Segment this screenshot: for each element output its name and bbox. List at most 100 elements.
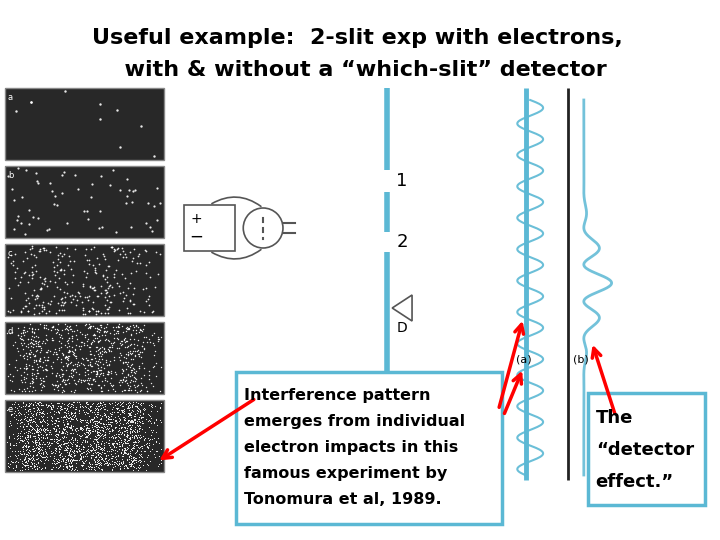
Point [63, 348, 74, 356]
Point [79, 456, 91, 465]
Point [94, 100, 105, 109]
Point [16, 273, 27, 281]
Point [116, 406, 127, 414]
Point [143, 444, 154, 453]
Point [118, 462, 130, 470]
Point [133, 249, 145, 258]
Point [81, 438, 93, 447]
Point [40, 455, 52, 463]
Point [26, 364, 37, 373]
Point [122, 415, 134, 424]
Point [104, 347, 115, 356]
Point [134, 387, 145, 395]
Point [61, 404, 73, 413]
Point [45, 439, 57, 448]
Point [118, 367, 130, 375]
Point [10, 463, 22, 471]
Point [85, 355, 96, 363]
Point [53, 430, 64, 438]
Point [103, 459, 114, 468]
Point [95, 399, 107, 408]
Point [64, 256, 76, 265]
Point [18, 323, 30, 332]
Point [63, 414, 75, 423]
Point [28, 352, 40, 360]
Point [79, 416, 91, 424]
Point [91, 368, 103, 376]
Point [24, 430, 35, 439]
Point [19, 289, 30, 298]
Point [78, 279, 89, 288]
Point [46, 439, 58, 448]
Point [57, 454, 68, 462]
Point [51, 328, 63, 336]
Point [50, 350, 62, 359]
Point [140, 465, 152, 474]
Point [20, 461, 32, 469]
Point [130, 415, 141, 423]
Point [117, 288, 129, 297]
Point [25, 458, 37, 467]
Point [87, 399, 99, 408]
Point [53, 438, 64, 447]
Point [130, 185, 141, 194]
Point [81, 245, 92, 253]
Point [62, 335, 73, 344]
Point [15, 307, 27, 316]
Point [69, 434, 81, 442]
Point [81, 433, 93, 442]
Point [6, 327, 17, 336]
Point [147, 382, 158, 390]
Point [125, 460, 136, 469]
Point [69, 386, 81, 394]
Point [50, 242, 62, 251]
Point [60, 366, 71, 374]
Point [30, 446, 41, 455]
Point [103, 446, 114, 455]
Point [129, 456, 140, 464]
Point [102, 411, 114, 420]
Point [131, 420, 143, 429]
Point [98, 449, 109, 457]
Point [59, 413, 71, 422]
Point [118, 404, 130, 413]
Point [53, 306, 65, 315]
Point [95, 445, 107, 454]
Point [113, 343, 125, 352]
Text: (a): (a) [516, 354, 532, 364]
Point [90, 422, 102, 431]
Point [98, 426, 109, 435]
Point [59, 404, 71, 413]
Point [60, 406, 72, 415]
Point [25, 422, 37, 430]
Point [125, 375, 137, 384]
Point [69, 440, 81, 448]
Point [125, 446, 136, 455]
Point [137, 413, 148, 422]
Point [90, 307, 102, 315]
Point [33, 426, 45, 435]
Point [16, 432, 27, 441]
Point [126, 446, 138, 454]
Point [102, 461, 114, 470]
Point [28, 428, 40, 437]
Point [102, 438, 114, 447]
Point [66, 461, 77, 470]
Point [53, 448, 65, 457]
Point [94, 398, 106, 407]
Point [34, 246, 45, 255]
Point [81, 376, 93, 384]
Point [105, 433, 117, 441]
Point [138, 435, 150, 443]
Point [25, 409, 37, 417]
Point [88, 464, 99, 473]
Point [20, 362, 32, 370]
Point [93, 456, 104, 465]
Point [102, 262, 114, 271]
Point [99, 309, 111, 318]
Point [120, 462, 131, 470]
Point [114, 376, 126, 384]
Point [130, 427, 141, 436]
Point [117, 439, 129, 448]
Point [132, 349, 144, 358]
